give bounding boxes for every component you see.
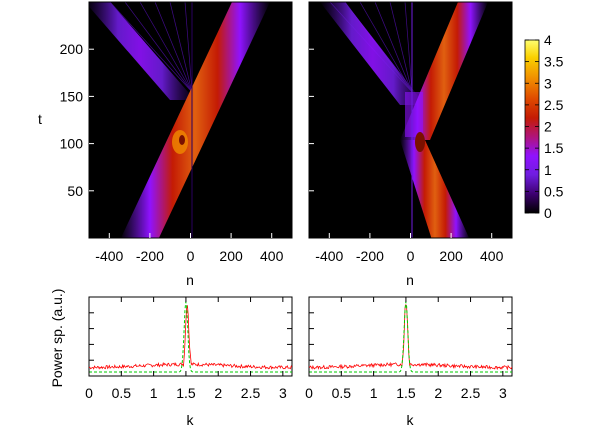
heatmap-left-hotspot-core [179,135,185,145]
spectrum-left-frame [88,296,293,377]
spectrum-x-tick-label: 2.5 [461,385,481,401]
heatmap-x-tick-label: 400 [480,248,504,264]
spectrum-x-tick-label: 1 [150,385,158,401]
heatmap-x-tick-label: 0 [407,248,415,264]
colorbar-tick-label: 0 [544,205,552,221]
colorbar-tick-label: 4 [544,32,552,48]
colorbar-tick-label: 3.5 [544,54,564,70]
heatmap-left-beam-main [120,2,270,238]
heatmap-y-tick-label: 150 [60,88,84,104]
spectrum-left-axes: 0 0.5 1 1.5 2 2.5 3 [85,297,292,401]
heatmap-left-beam-reflected [89,2,195,100]
heatmap-right [308,1,513,239]
spectrum-x-tick-label: 2 [434,385,442,401]
heatmap-left-axes: -400 -200 0 200 400 50 100 150 200 [60,41,284,264]
heatmap-right-xlabel: n [406,272,414,288]
spectrum-x-tick-label: 0 [305,385,313,401]
heatmap-x-tick-label: -200 [136,248,164,264]
spectrum-left: 0 0.5 1 1.5 2 2.5 3 [85,296,293,401]
spectrum-right: 0 0.5 1 1.5 2 2.5 3 [305,296,513,401]
spectrum-x-tick-label: 0 [85,385,93,401]
colorbar-tick-label: 2 [544,119,552,135]
colorbar: 4 3.5 3 2.5 2 1.5 1 0.5 0 [524,32,564,221]
heatmap-x-tick-label: -400 [95,248,123,264]
heatmap-left-ylabel: t [38,111,42,127]
spectrum-right-xlabel: k [407,412,415,428]
heatmap-right-beam-incoming [400,140,470,238]
colorbar-tick-label: 1.5 [544,140,564,156]
heatmap-x-tick-label: 0 [187,248,195,264]
heatmap-x-tick-label: -400 [315,248,343,264]
heatmap-right-beam-reflected [320,2,425,105]
colorbar-tick-label: 0.5 [544,183,564,199]
heatmap-x-tick-label: 200 [219,248,243,264]
spectrum-x-tick-label: 3 [499,385,507,401]
spectrum-x-tick-label: 0.5 [332,385,352,401]
heatmap-left-xlabel: n [186,272,194,288]
spectrum-x-tick-label: 2 [214,385,222,401]
spectrum-x-tick-label: 3 [279,385,287,401]
spectrum-right-axes: 0 0.5 1 1.5 2 2.5 3 [305,297,512,401]
spectrum-x-tick-label: 1 [370,385,378,401]
heatmap-y-tick-label: 200 [60,41,84,57]
colorbar-tick-label: 3 [544,75,552,91]
spectrum-left-red-series [89,305,292,370]
colorbar-tick-label: 2.5 [544,97,564,113]
heatmap-x-tick-label: -200 [356,248,384,264]
spectrum-x-tick-label: 1.5 [176,385,196,401]
heatmap-x-tick-label: 400 [260,248,284,264]
spectrum-right-frame [308,296,513,377]
heatmap-left-fan [109,2,193,93]
colorbar-tick-label: 1 [544,162,552,178]
spectrum-x-tick-label: 1.5 [396,385,416,401]
heatmap-left [88,1,293,239]
spectrum-left-xlabel: k [187,412,195,428]
colorbar-ticks: 4 3.5 3 2.5 2 1.5 1 0.5 0 [525,32,564,221]
heatmap-right-axes: -400 -200 0 200 400 [309,48,504,264]
heatmap-x-tick-label: 200 [439,248,463,264]
spectrum-x-tick-label: 2.5 [241,385,261,401]
heatmap-right-hotspot [415,132,425,152]
spectrum-x-tick-label: 0.5 [112,385,132,401]
heatmap-right-interaction [405,92,423,137]
spectrum-right-red-series [309,304,512,371]
spectrum-ylabel: Power sp. (a.u.) [49,289,65,388]
heatmap-y-tick-label: 100 [60,136,84,152]
heatmap-y-tick-label: 50 [67,183,83,199]
